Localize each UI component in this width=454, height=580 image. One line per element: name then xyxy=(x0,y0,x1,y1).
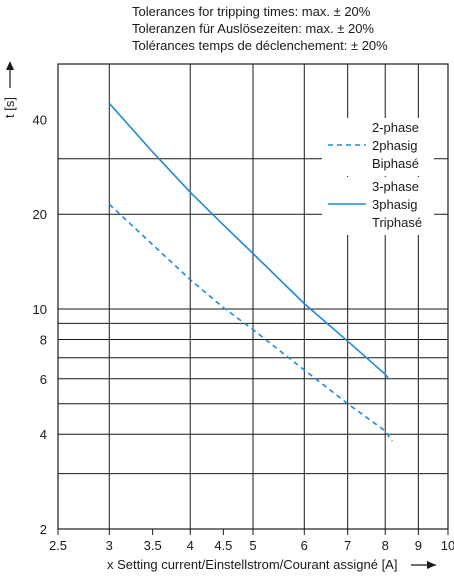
y-tick-label: 10 xyxy=(33,302,47,317)
tolerance-note-de: Toleranzen für Auslösezeiten: max. ± 20% xyxy=(132,21,374,36)
legend-box xyxy=(322,177,434,235)
y-axis-label: t [s] xyxy=(2,97,17,118)
y-tick-label: 6 xyxy=(40,372,47,387)
x-tick-label: 3 xyxy=(106,538,113,553)
tolerance-note-fr: Tolérances temps de déclenchement: ± 20% xyxy=(132,38,388,53)
x-tick-label: 4.5 xyxy=(214,538,232,553)
legend-label: 3-phase xyxy=(372,179,419,194)
x-tick-label: 6 xyxy=(301,538,308,553)
x-tick-label: 5 xyxy=(249,538,256,553)
legend-label: 2-phase xyxy=(372,120,419,135)
y-tick-label: 4 xyxy=(40,427,47,442)
tolerance-notes: Tolerances for tripping times: max. ± 20… xyxy=(132,3,388,54)
legend-label: Biphasé xyxy=(372,156,419,171)
legend-label: 2phasig xyxy=(372,138,418,153)
legend-label: 3phasig xyxy=(372,197,418,212)
x-axis-label: x Setting current/Einstellstrom/Courant … xyxy=(107,557,397,572)
tolerance-note-en: Tolerances for tripping times: max. ± 20… xyxy=(132,4,371,19)
series-3-phase-line xyxy=(108,102,390,380)
legend-box xyxy=(322,118,434,176)
x-tick-label: 9 xyxy=(415,538,422,553)
x-tick-label: 8 xyxy=(382,538,389,553)
y-tick-label: 2 xyxy=(40,522,47,537)
y-tick-label: 20 xyxy=(33,207,47,222)
y-axis-arrow-head xyxy=(6,61,14,70)
y-tick-label: 8 xyxy=(40,332,47,347)
x-tick-label: 2.5 xyxy=(49,538,67,553)
y-tick-label: 40 xyxy=(33,112,47,127)
x-tick-label: 7 xyxy=(344,538,351,553)
x-tick-label: 10 xyxy=(441,538,454,553)
series-2-phase-line xyxy=(108,203,393,442)
legend-label: Triphasé xyxy=(372,215,422,230)
x-tick-label: 3.5 xyxy=(144,538,162,553)
x-tick-label: 4 xyxy=(187,538,194,553)
x-axis-arrow-head xyxy=(427,561,436,569)
